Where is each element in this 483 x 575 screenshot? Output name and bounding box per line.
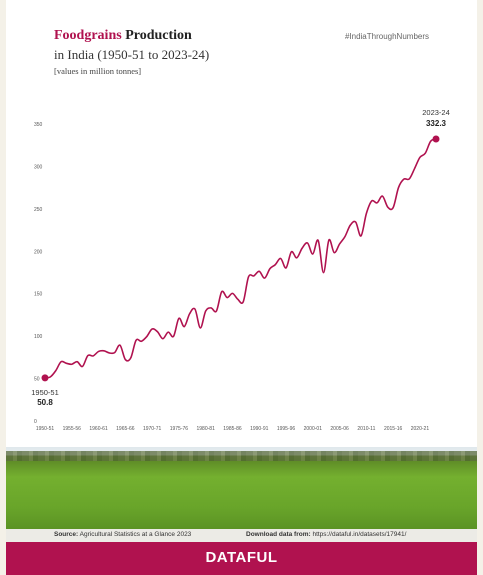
source-bar: Source: Agricultural Statistics at a Gla… — [6, 529, 477, 542]
download-link[interactable]: https://dataful.in/datasets/17941/ — [312, 531, 407, 538]
source-note: Source: Agricultural Statistics at a Gla… — [54, 531, 191, 538]
y-tick-label: 0 — [34, 419, 37, 425]
y-tick-label: 150 — [34, 292, 43, 298]
x-tick-label: 1965-66 — [116, 426, 135, 432]
y-tick-label: 200 — [34, 249, 43, 255]
end-point-marker — [432, 135, 440, 143]
chart-title-line2: in India (1950-51 to 2023-24) — [54, 47, 210, 62]
x-tick-label: 1995-96 — [277, 426, 296, 432]
x-tick-label: 1975-76 — [170, 426, 189, 432]
infographic-card: Foodgrains Production in India (1950-51 … — [6, 0, 477, 575]
y-tick-label: 300 — [34, 164, 43, 170]
x-tick-label: 2010-11 — [357, 426, 375, 432]
x-tick-label: 2000-01 — [304, 426, 323, 432]
dataful-logo: DATAFUL — [205, 549, 278, 566]
title-rest: Production — [125, 28, 192, 43]
x-tick-label: 1990-91 — [250, 426, 269, 432]
line-chart: 0 50 100 150 200 250 300 350 1950-51 1955-56 1960-… — [31, 108, 450, 432]
download-note: Download data from: https://dataful.in/d… — [246, 531, 406, 538]
start-value-label: 50.8 — [37, 398, 53, 407]
chart-subtitle: [values in million tonnes] — [54, 66, 142, 76]
start-point-marker — [41, 374, 49, 382]
x-tick-label: 1970-71 — [143, 426, 162, 432]
title-accent: Foodgrains — [54, 28, 122, 43]
x-tick-label: 1950-51 — [36, 426, 55, 432]
y-tick-label: 50 — [34, 377, 40, 383]
end-year-label: 2023-24 — [422, 108, 450, 117]
y-tick-label: 100 — [34, 334, 43, 340]
footer-bar: DATAFUL — [6, 542, 477, 575]
source-label: Source: — [54, 531, 79, 538]
x-tick-label: 1985-86 — [223, 426, 242, 432]
y-tick-label: 250 — [34, 207, 43, 213]
treeline-image — [6, 451, 477, 461]
y-tick-label: 350 — [34, 122, 43, 128]
end-value-label: 332.3 — [426, 119, 447, 128]
download-label: Download data from: — [246, 531, 311, 538]
x-tick-label: 2020-21 — [411, 426, 430, 432]
series-line — [44, 138, 437, 379]
chart-title: Foodgrains Production — [54, 28, 192, 44]
x-tick-label: 2005-06 — [330, 426, 349, 432]
x-tick-label: 1960-61 — [89, 426, 108, 432]
hashtag: #IndiaThroughNumbers — [344, 32, 429, 41]
x-tick-label: 1980-81 — [197, 426, 216, 432]
x-tick-label: 1955-56 — [63, 426, 82, 432]
source-text: Agricultural Statistics at a Glance 2023 — [79, 531, 192, 538]
start-year-label: 1950-51 — [31, 388, 59, 397]
x-tick-label: 2015-16 — [384, 426, 403, 432]
